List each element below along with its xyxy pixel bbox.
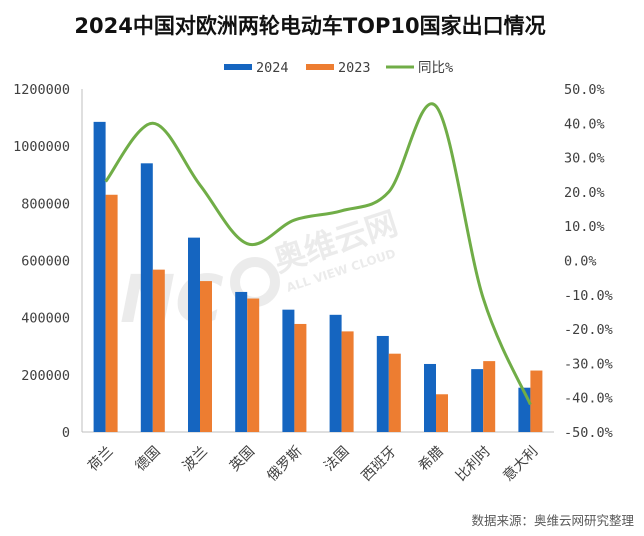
x-category-label: 意大利 (500, 443, 542, 485)
y2-tick-label: -30.0% (564, 356, 613, 372)
bar-2023 (341, 331, 354, 432)
bar-2023 (152, 269, 165, 432)
bar-2024 (235, 291, 248, 432)
x-category-label: 希腊 (416, 444, 447, 475)
bar-2023 (436, 394, 448, 432)
x-category-label: 英国 (226, 443, 258, 475)
bar-2023 (105, 194, 118, 432)
y-tick-label: 1200000 (13, 82, 70, 98)
x-category-label: 比利时 (453, 444, 494, 485)
y2-tick-label: -20.0% (564, 322, 613, 338)
bar-2024 (188, 237, 200, 432)
y2-tick-label: -50.0% (564, 425, 613, 441)
yoy-line-layer (104, 102, 532, 406)
bar-2024 (282, 309, 295, 432)
x-category-label: 俄罗斯 (264, 444, 305, 485)
x-category-label: 西班牙 (359, 444, 400, 485)
y-tick-label: 0 (62, 425, 70, 441)
bar-2023 (388, 353, 401, 432)
bar-2023 (530, 370, 543, 432)
bars (93, 121, 543, 433)
x-category-label: 德国 (133, 444, 164, 475)
legend-label-2023: 2023 (338, 60, 371, 76)
bar-2023 (483, 361, 496, 432)
chart-title: 2024中国对欧洲两轮电动车TOP10国家出口情况 (74, 14, 545, 38)
bar-2024 (329, 314, 342, 432)
y2-tick-label: 10.0% (564, 219, 605, 235)
legend-label-2024: 2024 (256, 60, 289, 76)
source-note: 数据来源：奥维云网研究整理 (471, 513, 634, 528)
y2-tick-label: 20.0% (564, 185, 605, 201)
x-category-label: 法国 (321, 444, 352, 475)
legend-swatch-2023 (306, 64, 334, 70)
y-tick-label: 1000000 (13, 139, 70, 155)
y2-tick-label: -10.0% (564, 288, 613, 304)
y2-tick-label: 30.0% (564, 151, 605, 167)
y-tick-label: 200000 (21, 368, 70, 384)
bar-2024 (140, 163, 153, 433)
x-category-label: 荷兰 (85, 444, 116, 475)
y2-tick-label: 40.0% (564, 116, 605, 132)
bar-2024 (471, 369, 484, 432)
yoy-line (104, 102, 532, 406)
bar-2023 (200, 281, 212, 432)
bar-2024 (424, 363, 436, 432)
bar-2023 (247, 298, 260, 432)
legend-label-yoy: 同比% (418, 60, 453, 76)
y-tick-label: 800000 (21, 196, 70, 212)
bar-2023 (294, 323, 307, 432)
y2-tick-label: -40.0% (564, 391, 613, 407)
bar-2024 (93, 121, 106, 432)
y2-tick-label: 0.0% (564, 254, 597, 270)
legend: 2024 2023 同比% (224, 60, 453, 76)
bar-2024 (376, 335, 389, 432)
x-category-label: 波兰 (180, 444, 211, 475)
y-tick-label: 400000 (21, 311, 70, 327)
y2-tick-label: 50.0% (564, 82, 605, 98)
y-tick-label: 600000 (21, 254, 70, 270)
legend-swatch-2024 (224, 64, 252, 70)
